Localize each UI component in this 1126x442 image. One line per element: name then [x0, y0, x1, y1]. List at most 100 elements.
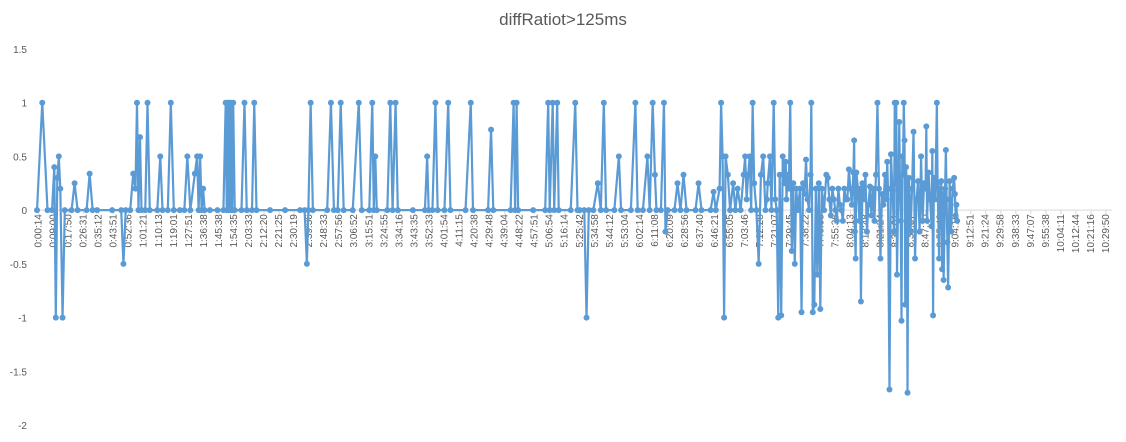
- data-point: [894, 271, 900, 278]
- x-tick-label: 4:01:54: [439, 214, 450, 248]
- data-point: [851, 137, 858, 144]
- data-point: [824, 174, 831, 181]
- data-point: [757, 171, 764, 178]
- data-point: [159, 207, 166, 214]
- data-point: [952, 212, 959, 219]
- x-tick-label: 5:44:12: [605, 214, 616, 248]
- x-tick-label: 0:26:31: [79, 214, 90, 248]
- x-tick-label: 8:04:13: [845, 214, 856, 248]
- x-tick-label: 1:54:35: [229, 214, 240, 248]
- data-point: [590, 207, 597, 214]
- x-tick-label: 7:21:07: [770, 214, 781, 248]
- data-point: [910, 128, 917, 135]
- data-point: [936, 255, 943, 262]
- data-point: [900, 171, 907, 178]
- data-point: [890, 228, 897, 235]
- x-tick-label: 10:29:50: [1101, 214, 1112, 253]
- data-point: [44, 207, 51, 214]
- data-point: [812, 185, 819, 192]
- data-point: [201, 207, 208, 214]
- data-point: [954, 217, 961, 224]
- data-point: [546, 207, 553, 214]
- x-tick-label: 6:02:14: [635, 214, 646, 248]
- x-tick-label: 4:11:15: [454, 214, 465, 247]
- data-point: [627, 207, 634, 214]
- data-point: [899, 153, 906, 160]
- data-point: [372, 153, 379, 160]
- y-tick-label: 1: [21, 99, 27, 110]
- data-point: [943, 196, 950, 203]
- data-point: [734, 185, 741, 192]
- data-point: [835, 185, 842, 192]
- data-point: [197, 153, 204, 160]
- x-tick-label: 2:21:25: [274, 214, 285, 248]
- data-point: [337, 99, 344, 106]
- data-point: [146, 207, 153, 214]
- data-point: [773, 207, 780, 214]
- data-point: [530, 207, 537, 214]
- x-tick-label: 7:03:46: [740, 214, 751, 248]
- data-point: [340, 207, 347, 214]
- x-tick-label: 1:01:21: [139, 214, 150, 248]
- data-point: [127, 207, 134, 214]
- data-point: [634, 207, 641, 214]
- data-point: [742, 153, 749, 160]
- data-point: [841, 185, 848, 192]
- data-point: [863, 228, 870, 235]
- data-point: [373, 207, 380, 214]
- data-point: [611, 207, 618, 214]
- y-tick-label: -1.5: [10, 367, 28, 378]
- data-point: [549, 99, 556, 106]
- data-point: [662, 228, 669, 235]
- x-tick-label: 9:04:16: [951, 214, 962, 248]
- data-point: [680, 171, 687, 178]
- data-point: [884, 158, 891, 165]
- x-tick-label: 3:34:16: [394, 214, 405, 248]
- data-point: [830, 196, 837, 203]
- data-point: [707, 207, 714, 214]
- data-point: [762, 207, 769, 214]
- data-point: [784, 171, 791, 178]
- data-point: [930, 174, 937, 181]
- data-point: [889, 187, 896, 194]
- data-point: [868, 212, 875, 219]
- data-point: [940, 276, 947, 283]
- data-point: [600, 99, 607, 106]
- data-point: [132, 185, 139, 192]
- data-point: [551, 207, 558, 214]
- data-point: [674, 180, 681, 187]
- data-point: [730, 180, 737, 187]
- data-point: [513, 99, 520, 106]
- data-point: [355, 99, 362, 106]
- data-point: [785, 185, 792, 192]
- data-point: [118, 207, 125, 214]
- data-point: [52, 314, 59, 321]
- data-point: [953, 201, 960, 208]
- data-point: [86, 170, 93, 177]
- data-point: [892, 180, 899, 187]
- data-point: [49, 207, 56, 214]
- data-point: [833, 217, 840, 224]
- data-point: [136, 134, 143, 141]
- data-point: [585, 207, 592, 214]
- data-point: [305, 207, 312, 214]
- data-point: [907, 228, 914, 235]
- x-tick-label: 6:46:21: [710, 214, 721, 248]
- data-point: [664, 207, 671, 214]
- data-point: [948, 228, 955, 235]
- data-point: [109, 207, 116, 214]
- x-tick-label: 0:52:36: [124, 214, 135, 248]
- data-point: [184, 153, 191, 160]
- data-point: [901, 137, 908, 144]
- data-point: [811, 301, 818, 308]
- data-point: [928, 223, 935, 230]
- data-point: [615, 153, 622, 160]
- data-point: [515, 207, 522, 214]
- data-point: [567, 207, 574, 214]
- data-point: [923, 123, 930, 130]
- data-point: [384, 207, 391, 214]
- data-point: [746, 153, 753, 160]
- data-point: [779, 153, 786, 160]
- x-tick-label: 6:37:40: [695, 214, 706, 248]
